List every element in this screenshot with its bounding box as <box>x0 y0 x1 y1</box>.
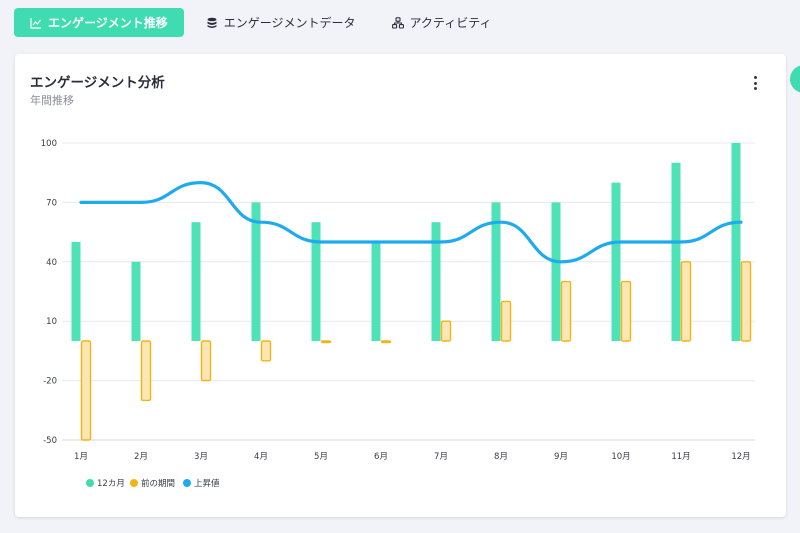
bar-12-months <box>431 222 441 341</box>
card-title: エンゲージメント分析 <box>30 75 165 91</box>
tab-engagement-data[interactable]: エンゲージメントデータ <box>190 8 372 37</box>
tab-activity-label: アクティビティ <box>409 16 492 30</box>
bar-12-months <box>251 202 261 341</box>
y-tick-label: -50 <box>43 436 57 446</box>
bar-previous-period <box>260 340 272 362</box>
legend-marker <box>183 479 191 487</box>
bar-previous-period <box>680 261 692 342</box>
legend-label: 前の期間 <box>141 478 175 489</box>
bar-12-months <box>611 182 621 341</box>
bar-12-months <box>371 242 381 341</box>
line-uplift-series <box>79 180 743 264</box>
bar-previous-period <box>80 340 92 441</box>
tab-engagement-trend[interactable]: エンゲージメント推移 <box>14 8 184 37</box>
more-vertical-icon[interactable] <box>745 72 765 94</box>
bar-12-months <box>311 222 321 341</box>
x-tick-label: 12月 <box>731 452 750 462</box>
bar-previous-period <box>320 340 332 344</box>
bar-12-months <box>731 143 741 341</box>
tab-bar: エンゲージメント推移 エンゲージメントデータ アクティビティ <box>14 8 508 37</box>
network-icon <box>391 16 404 29</box>
chart-legend: 12カ月 前の期間 上昇値 <box>86 478 220 489</box>
x-tick-label: 4月 <box>254 452 268 462</box>
x-tick-label: 7月 <box>434 452 448 462</box>
x-tick-label: 10月 <box>611 452 630 462</box>
legend-marker <box>86 479 94 487</box>
database-icon <box>206 17 218 29</box>
legend-marker <box>130 479 138 487</box>
y-tick-label: 40 <box>46 258 57 268</box>
x-tick-label: 1月 <box>74 452 88 462</box>
bar-previous-period <box>380 340 392 344</box>
y-tick-label: 10 <box>46 317 57 327</box>
x-tick-label: 2月 <box>134 452 148 462</box>
bar-previous-period <box>500 300 512 342</box>
chart-line <box>79 180 743 264</box>
tab-engagement-trend-label: エンゲージメント推移 <box>48 16 168 30</box>
x-tick-label: 11月 <box>671 452 690 462</box>
bar-12-months <box>491 202 501 341</box>
x-tick-label: 5月 <box>314 452 328 462</box>
y-tick-label: 70 <box>46 198 57 208</box>
x-tick-label: 3月 <box>194 452 208 462</box>
bar-12-months <box>671 162 681 341</box>
bar-previous-period <box>140 340 152 402</box>
chart-bars <box>71 143 752 441</box>
bar-12-months <box>71 242 81 341</box>
bar-previous-period <box>740 261 752 342</box>
tab-engagement-data-label: エンゲージメントデータ <box>223 16 356 30</box>
side-action-button[interactable] <box>790 65 800 93</box>
y-tick-label: -20 <box>43 377 57 387</box>
tab-activity[interactable]: アクティビティ <box>376 8 508 37</box>
card-subtitle: 年間推移 <box>30 94 74 107</box>
x-tick-label: 6月 <box>374 452 388 462</box>
chart-grid <box>62 142 755 441</box>
bar-previous-period <box>620 280 632 342</box>
bar-previous-period <box>200 340 212 382</box>
bar-12-months <box>131 261 141 341</box>
y-axis: 100 70 40 10 -20 -50 <box>41 139 57 446</box>
x-tick-label: 9月 <box>554 452 568 462</box>
bar-previous-period <box>560 280 572 342</box>
legend-label: 12カ月 <box>97 479 125 489</box>
x-axis: 1月 2月 3月 4月 5月 6月 7月 8月 9月 10月 11月 12月 <box>74 452 751 462</box>
bar-previous-period <box>440 320 452 342</box>
x-tick-label: 8月 <box>494 452 508 462</box>
line-chart-icon <box>30 17 42 29</box>
y-tick-label: 100 <box>41 139 57 149</box>
bar-12-months <box>191 222 201 341</box>
legend-label: 上昇値 <box>194 478 220 489</box>
bar-12-months <box>551 202 561 341</box>
